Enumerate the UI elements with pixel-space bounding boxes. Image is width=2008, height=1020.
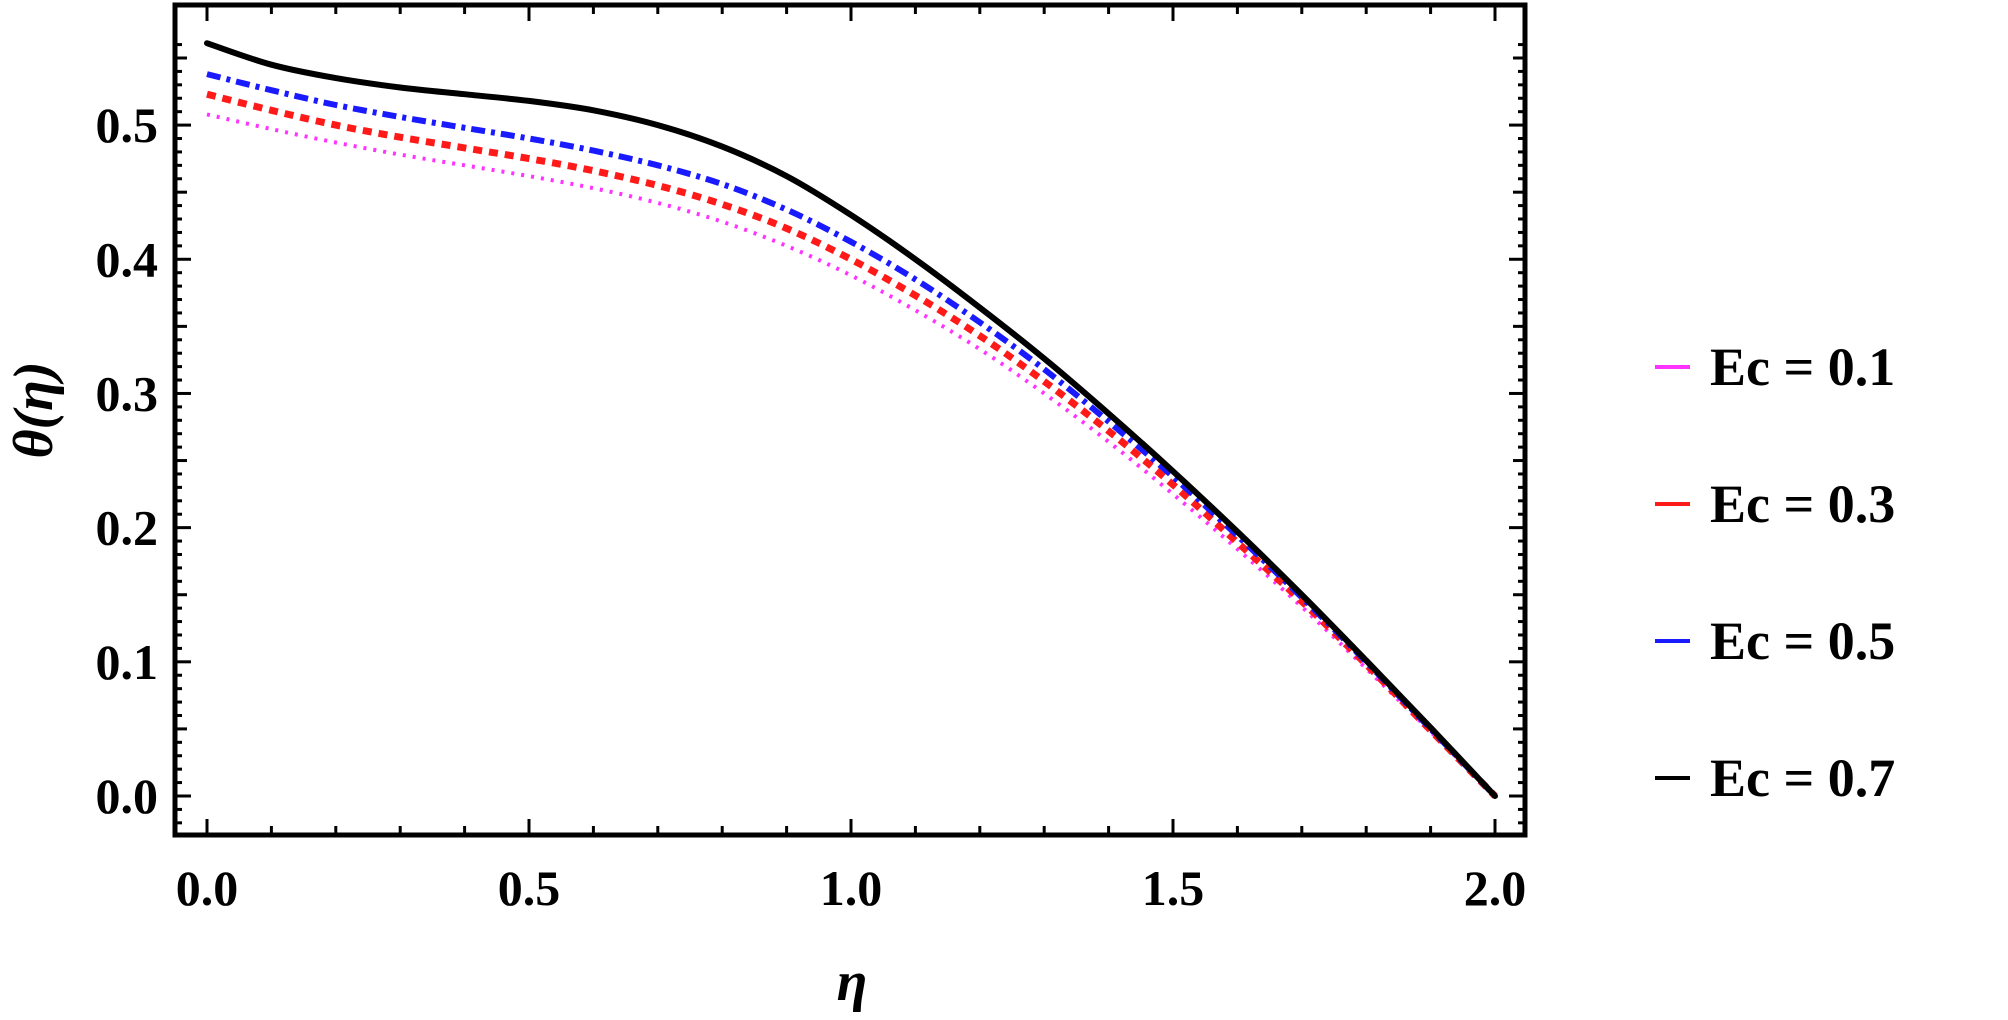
x-tick-label: 1.0 bbox=[820, 860, 883, 916]
y-tick-label: 0.3 bbox=[96, 365, 159, 421]
y-tick-label: 0.2 bbox=[96, 500, 159, 556]
y-tick-label: 0.5 bbox=[96, 97, 159, 153]
legend-label-2: Ec = 0.3 bbox=[1710, 474, 1895, 534]
y-axis-title: θ(η) bbox=[3, 361, 65, 458]
legend-label-4: Ec = 0.7 bbox=[1710, 748, 1895, 808]
plot-frame bbox=[172, 2, 1528, 838]
x-tick-label: 2.0 bbox=[1464, 860, 1527, 916]
legend-label-1: Ec = 0.1 bbox=[1710, 337, 1895, 397]
x-tick-label: 1.5 bbox=[1142, 860, 1205, 916]
x-axis-title: η bbox=[837, 951, 868, 1013]
x-tick-label: 0.5 bbox=[498, 860, 561, 916]
series-line-3 bbox=[206, 71, 1498, 799]
series-layer bbox=[204, 40, 1498, 799]
ticks-layer bbox=[175, 5, 1525, 835]
series-line-2 bbox=[206, 90, 1498, 799]
legend: Ec = 0.1 Ec = 0.3 Ec = 0.5 Ec = 0.7 bbox=[1655, 337, 1895, 808]
series-line-1 bbox=[206, 112, 1497, 798]
y-tick-label: 0.0 bbox=[96, 768, 159, 824]
x-tick-label: 0.0 bbox=[176, 860, 239, 916]
tick-labels-layer: 0.0 0.5 1.0 1.5 2.0 0.0 0.1 0.2 0.3 0.4 0.5 bbox=[96, 97, 1527, 916]
legend-label-3: Ec = 0.5 bbox=[1710, 611, 1895, 671]
series-line-4 bbox=[204, 40, 1498, 799]
y-tick-label: 0.4 bbox=[96, 231, 159, 287]
y-tick-label: 0.1 bbox=[96, 634, 159, 690]
